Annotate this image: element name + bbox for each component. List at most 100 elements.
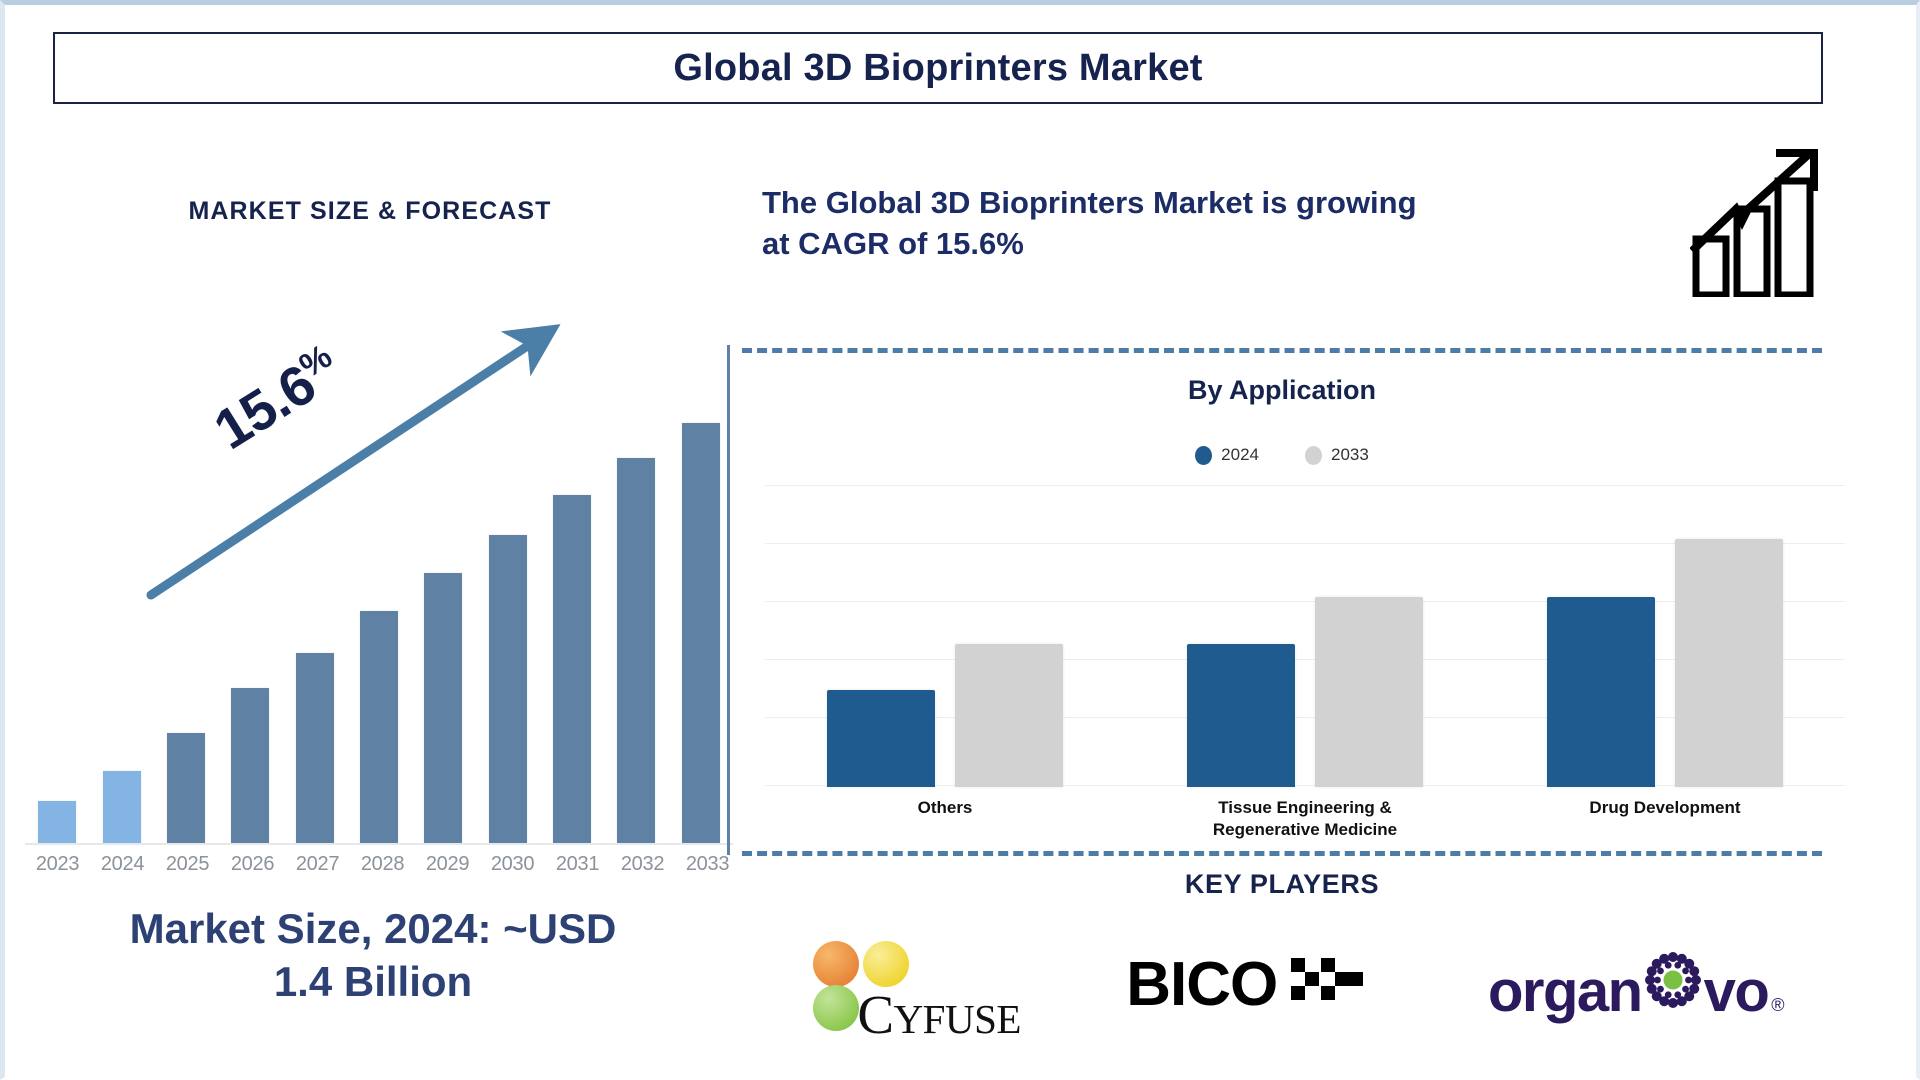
application-bar-2024 <box>827 690 935 787</box>
legend-item[interactable]: 2024 <box>1195 445 1259 465</box>
bico-chevron-icon <box>1291 958 1364 1000</box>
forecast-year-label: 2025 <box>165 853 210 875</box>
cagr-headline-line-1: The Global 3D Bioprinters Market is grow… <box>762 185 1417 220</box>
forecast-bar <box>681 423 720 843</box>
gridline <box>765 601 1845 602</box>
by-application-bar-groups <box>765 485 1845 787</box>
by-application-category-labels: Others Tissue Engineering & Regenerative M… <box>765 797 1845 841</box>
forecast-year-label: 2027 <box>295 853 340 875</box>
cyfuse-wordmark: CYFUSE <box>857 983 1021 1046</box>
forecast-year-label: 2024 <box>100 853 145 875</box>
organovo-cell-icon <box>1644 952 1701 1008</box>
gridline <box>765 485 1845 486</box>
page-title-box: Global 3D Bioprinters Market <box>53 32 1823 104</box>
forecast-bar <box>102 771 141 843</box>
key-players-logos: CYFUSE BICO <box>750 920 1840 1050</box>
forecast-bar-cell <box>411 327 475 843</box>
market-size-forecast-chart <box>17 327 733 847</box>
legend-dot-icon <box>1195 445 1213 465</box>
forecast-plot-area <box>17 327 733 845</box>
application-bar-2024 <box>1187 644 1295 787</box>
forecast-bar-cell <box>218 327 282 843</box>
forecast-bar <box>617 458 656 843</box>
forecast-bar <box>295 653 334 843</box>
organovo-wordmark-prefix: organ <box>1487 959 1643 1024</box>
forecast-bar-cell <box>154 327 218 843</box>
forecast-bar-cell <box>669 327 733 843</box>
forecast-bar-cell <box>347 327 411 843</box>
forecast-bar <box>488 535 527 843</box>
application-category-label: Others <box>765 797 1125 841</box>
forecast-bar-cell <box>89 327 153 843</box>
cyfuse-logo: CYFUSE <box>805 933 1021 1045</box>
forecast-year-label: 2023 <box>35 853 80 875</box>
bico-logo: BICO <box>1126 954 1377 1016</box>
forecast-bar-cell <box>604 327 668 843</box>
organovo-logo: organ vo ® <box>1488 949 1785 1021</box>
application-bar-2033 <box>955 644 1063 787</box>
cyfuse-orange-sphere-icon <box>813 940 860 987</box>
by-application-legend: 2024 2033 <box>742 445 1822 465</box>
application-category-label-line: Drug Development <box>1589 798 1741 817</box>
forecast-bar-cell <box>282 327 346 843</box>
forecast-bar-cell <box>25 327 89 843</box>
growth-chart-icon <box>1690 149 1818 297</box>
organovo-wordmark-suffix: vo <box>1703 959 1770 1024</box>
cyfuse-yellow-sphere-icon <box>863 940 910 987</box>
application-bar-2033 <box>1675 539 1783 787</box>
application-category-label-line: Regenerative Medicine <box>1212 819 1398 839</box>
market-size-value: Market Size, 2024: ~USD 1.4 Billion <box>15 903 731 1008</box>
vertical-divider <box>727 345 730 855</box>
forecast-bar-cell <box>540 327 604 843</box>
forecast-year-axis: 2023 2024 2025 2026 2027 2028 2029 2030 2031 2032… <box>25 853 741 876</box>
legend-label: 2033 <box>1331 445 1369 464</box>
forecast-year-label: 2032 <box>620 853 665 875</box>
market-size-forecast-heading: MARKET SIZE & FORECAST <box>188 197 552 225</box>
application-category-label: Drug Development <box>1485 797 1845 841</box>
forecast-bar <box>231 688 270 843</box>
gridline <box>765 543 1845 544</box>
cyfuse-green-sphere-icon <box>813 984 860 1031</box>
legend-item[interactable]: 2033 <box>1305 445 1369 465</box>
cagr-headline-line-2: at CAGR of 15.6% <box>762 226 1024 262</box>
forecast-bar <box>553 495 592 843</box>
cyfuse-rest-letters: YFUSE <box>893 995 1022 1042</box>
by-application-title: By Application <box>1187 375 1376 405</box>
forecast-year-label: 2026 <box>230 853 275 875</box>
forecast-baseline <box>25 843 733 845</box>
bico-wordmark: BICO <box>1126 950 1278 1019</box>
cagr-headline: The Global 3D Bioprinters Market is grow… <box>762 182 1722 264</box>
dashed-divider-top <box>742 348 1822 353</box>
application-category-label-line: Tissue Engineering & <box>1218 798 1392 817</box>
application-bar-group <box>1125 485 1485 787</box>
forecast-bar-cell <box>476 327 540 843</box>
forecast-year-label: 2028 <box>360 853 405 875</box>
forecast-year-label: 2033 <box>685 853 730 875</box>
forecast-year-label: 2030 <box>490 853 535 875</box>
application-bar-2024 <box>1547 597 1655 787</box>
gridline <box>765 659 1845 660</box>
forecast-bar <box>359 611 398 843</box>
application-bar-group <box>765 485 1125 787</box>
market-size-line-2: 1.4 Billion <box>273 957 473 1005</box>
application-category-label-line: Others <box>917 798 973 817</box>
forecast-bar <box>424 573 463 843</box>
application-bar-2033 <box>1315 597 1423 787</box>
forecast-bar <box>166 733 205 843</box>
forecast-year-label: 2029 <box>425 853 470 875</box>
gridline <box>765 785 1845 786</box>
forecast-bar-series <box>25 327 733 843</box>
dashed-divider-bottom <box>742 851 1822 856</box>
application-category-label: Tissue Engineering & Regenerative Medicin… <box>1125 797 1485 841</box>
market-size-line-1: Market Size, 2024: ~USD <box>129 905 617 952</box>
key-players-title: KEY PLAYERS <box>1184 869 1380 899</box>
application-bar-group <box>1485 485 1845 787</box>
by-application-chart <box>765 485 1845 787</box>
organovo-registered-mark: ® <box>1771 995 1785 1015</box>
cyfuse-cap-letter: C <box>857 983 894 1045</box>
forecast-bar <box>38 801 77 843</box>
gridline <box>765 717 1845 718</box>
page-title: Global 3D Bioprinters Market <box>673 46 1203 89</box>
legend-label: 2024 <box>1221 445 1259 464</box>
